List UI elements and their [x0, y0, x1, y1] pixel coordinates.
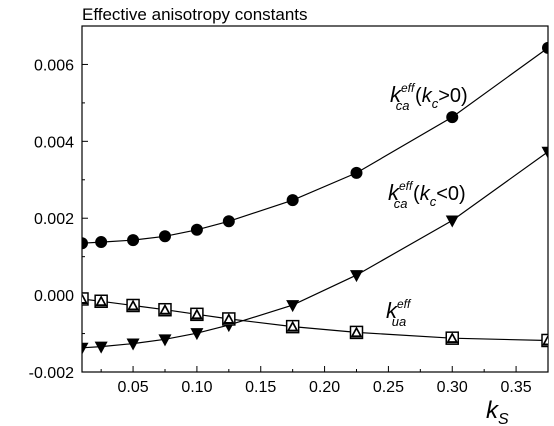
x-axis-label: kS — [486, 397, 509, 426]
y-tick-label: -0.002 — [29, 365, 74, 382]
x-tick-label: 0.15 — [245, 379, 276, 396]
series-group — [82, 41, 548, 355]
data-point-inner — [289, 324, 296, 330]
series-line — [82, 298, 548, 342]
x-tick-label: 0.25 — [373, 379, 404, 396]
x-tick-label: 0.10 — [181, 379, 212, 396]
series-annotation: keff ca (kc>0) — [390, 81, 468, 113]
data-point — [350, 166, 363, 179]
chart-title: Effective anisotropy constants — [82, 5, 308, 24]
data-point — [446, 111, 459, 124]
data-point — [190, 223, 203, 236]
plot-frame — [81, 25, 549, 373]
series-line — [82, 151, 548, 349]
data-point — [286, 300, 300, 313]
series-annotation: keff ca (kc<0) — [388, 179, 466, 211]
series-triangle-up — [82, 292, 548, 346]
data-point — [349, 270, 363, 283]
data-point — [94, 341, 108, 354]
data-point — [127, 234, 140, 247]
data-point — [158, 230, 171, 243]
data-point-inner — [449, 335, 456, 342]
data-point — [286, 194, 299, 207]
series-line — [82, 47, 548, 244]
data-point — [542, 41, 548, 54]
data-point-inner — [545, 337, 548, 344]
data-point-inner — [353, 329, 360, 336]
x-tick-label: 0.35 — [501, 379, 532, 396]
x-tick-label: 0.20 — [309, 379, 340, 396]
data-point-inner — [161, 307, 168, 313]
data-point-inner — [82, 296, 85, 302]
data-point — [126, 338, 140, 351]
data-point — [95, 236, 108, 249]
series-annotation: keff ua — [386, 297, 412, 329]
data-point — [158, 334, 172, 347]
x-tick-label: 0.05 — [117, 379, 148, 396]
y-tick-label: 0.000 — [34, 288, 74, 305]
data-point — [190, 328, 204, 341]
data-point-inner — [98, 298, 105, 305]
data-point — [82, 342, 89, 355]
x-tick-label: 0.30 — [437, 379, 468, 396]
data-point — [222, 215, 235, 228]
data-point-inner — [130, 302, 137, 309]
axes: 0.05 0.10 0.15 0.20 0.25 0.30 0.35 -0.002 0.000 0… — [29, 57, 549, 396]
series-circle — [82, 41, 548, 250]
y-tick-label: 0.006 — [34, 57, 74, 74]
series-square — [82, 292, 548, 348]
y-tick-label: 0.004 — [34, 134, 74, 151]
y-tick-label: 0.002 — [34, 211, 74, 228]
data-point-inner — [225, 316, 232, 322]
annotations-group: keff ca (kc>0) keff ca (kc<0) keff ua — [386, 81, 468, 329]
data-point-inner — [193, 311, 200, 318]
data-point — [82, 237, 88, 250]
series-triangle-down — [82, 146, 548, 355]
data-point — [445, 215, 459, 228]
data-point — [541, 146, 548, 159]
